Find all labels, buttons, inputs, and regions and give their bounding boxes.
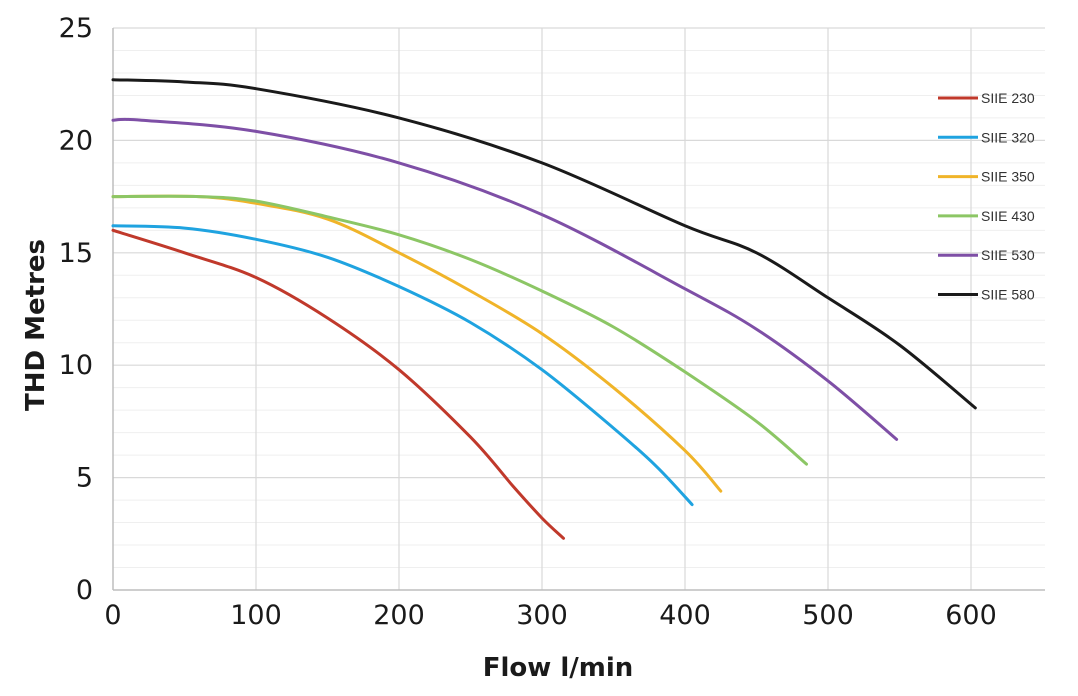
y-tick-label: 25	[59, 13, 93, 44]
legend-label-siie-230: SIIE 230	[981, 90, 1035, 106]
minor-gridlines	[113, 49, 1045, 569]
series-line-siie-230	[111, 228, 565, 540]
y-tick-label: 20	[59, 125, 93, 156]
y-tick-label: 10	[59, 350, 93, 381]
y-tick-label: 15	[59, 238, 93, 269]
legend-label-siie-430: SIIE 430	[981, 208, 1035, 224]
x-tick-label: 0	[104, 600, 121, 631]
y-axis-title: THD Metres	[21, 239, 51, 411]
x-tick-label: 600	[945, 600, 997, 631]
series-lines	[111, 78, 977, 540]
series-line-siie-530	[111, 117, 899, 441]
tick-labels: 0 100 200 300 400 500 600 0 5 10 15 20 25	[59, 13, 997, 631]
legend-label-siie-350: SIIE 350	[981, 169, 1035, 185]
y-tick-label: 5	[76, 463, 93, 494]
y-tick-label: 0	[76, 575, 93, 606]
x-tick-label: 100	[230, 600, 282, 631]
x-tick-label: 300	[516, 600, 568, 631]
series-line-siie-580	[111, 78, 977, 410]
legend-label-siie-580: SIIE 580	[981, 287, 1035, 303]
series-line-siie-320	[111, 224, 694, 507]
legend: SIIE 230 SIIE 320 SIIE 350 SIIE 430 SIIE 530…	[938, 90, 1035, 303]
x-axis-title: Flow l/min	[483, 653, 634, 683]
x-tick-label: 200	[373, 600, 425, 631]
series-line-siie-430	[111, 194, 808, 466]
legend-label-siie-530: SIIE 530	[981, 247, 1035, 263]
x-tick-label: 400	[659, 600, 711, 631]
x-tick-label: 500	[802, 600, 854, 631]
legend-label-siie-320: SIIE 320	[981, 129, 1035, 145]
